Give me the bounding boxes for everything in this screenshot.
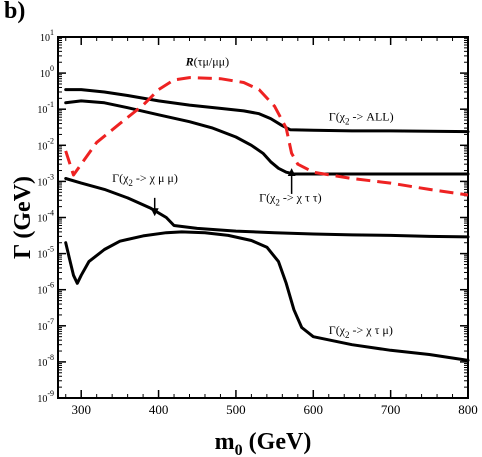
- x-tick-label: 700: [381, 402, 401, 417]
- series-line-5: [64, 76, 469, 197]
- annotations-group: R(τμ/μμ) Γ(χ2 -> ALL) Γ(χ2 -> χ μ μ) Γ(χ2 -…: [112, 55, 393, 340]
- y-tick-label: 10-2: [37, 136, 54, 152]
- y-tick-label: 10-6: [37, 281, 54, 297]
- y-tick-label: 10-8: [37, 353, 54, 369]
- annotation-chi-mu-mu: Γ(χ2 -> χ μ μ): [112, 171, 178, 188]
- plot-border: [57, 36, 469, 399]
- x-tick-label: 300: [71, 402, 91, 417]
- y-tick-label: 10-1: [37, 100, 54, 116]
- x-tick-label: 600: [304, 402, 324, 417]
- x-axis-label: m0 (GeV): [215, 429, 312, 457]
- y-tick-label: 10-4: [37, 209, 54, 225]
- plot-frame: [57, 36, 469, 399]
- y-tick-label: 10-5: [37, 245, 54, 261]
- axis-ticks: 10-9 10-8 10-7 10-6 10-5 10-4 10-3 10-2 10-1 100 1…: [37, 28, 477, 417]
- series-line-4: [64, 230, 470, 362]
- y-tick-label: 101: [40, 28, 54, 44]
- panel-label: b): [4, 0, 26, 24]
- annotation-chi-tau-mu: Γ(χ2 -> χ τ μ): [329, 323, 393, 340]
- annotation-ratio: R(τμ/μμ): [185, 55, 229, 69]
- annotation-all: Γ(χ2 -> ALL): [329, 110, 394, 127]
- series-line-1: [64, 88, 470, 134]
- y-axis-label: Γ (GeV): [10, 176, 36, 259]
- series-line-2: [64, 99, 470, 176]
- x-tick-label: 800: [458, 402, 478, 417]
- y-tick-label: 100: [40, 64, 54, 80]
- series-line-3: [64, 177, 470, 239]
- annotation-chi-tau-tau: Γ(χ2 -> χ τ τ): [259, 190, 322, 207]
- y-tick-label: 10-3: [37, 172, 54, 188]
- y-tick-label: 10-9: [37, 389, 54, 405]
- x-tick-label: 500: [226, 402, 246, 417]
- series-group: [64, 76, 470, 362]
- y-tick-label: 10-7: [37, 317, 54, 333]
- x-tick-label: 400: [149, 402, 169, 417]
